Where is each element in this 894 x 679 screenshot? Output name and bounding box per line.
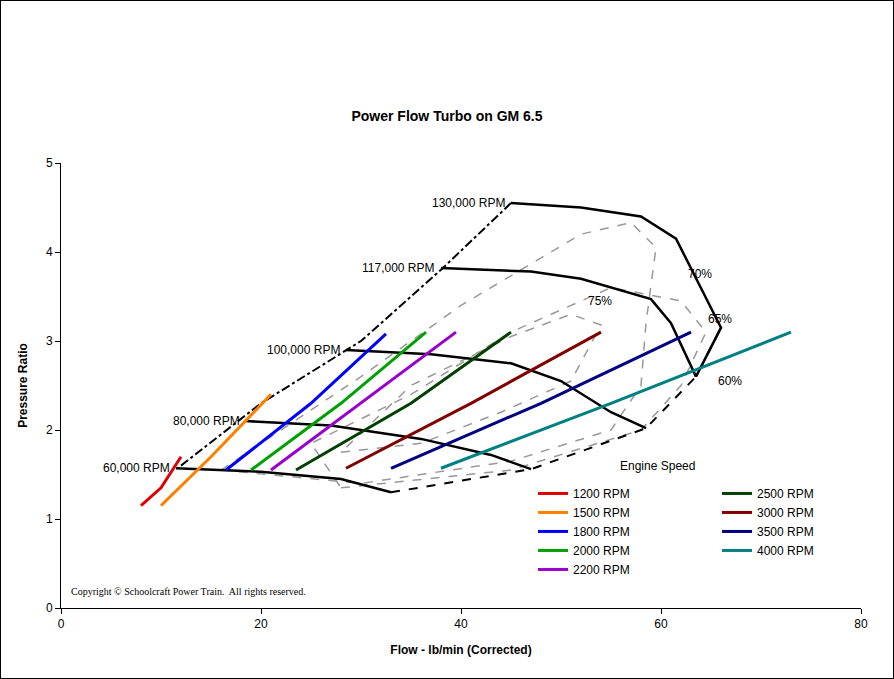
svg-text:4000 RPM: 4000 RPM xyxy=(757,544,814,558)
svg-text:80,000 RPM: 80,000 RPM xyxy=(173,414,240,428)
svg-text:1: 1 xyxy=(46,512,53,526)
svg-text:20: 20 xyxy=(254,617,268,631)
svg-text:130,000 RPM: 130,000 RPM xyxy=(432,196,505,210)
svg-text:60: 60 xyxy=(654,617,668,631)
svg-text:Power Flow Turbo on GM 6.5: Power Flow Turbo on GM 6.5 xyxy=(351,108,542,124)
svg-text:2000 RPM: 2000 RPM xyxy=(573,544,630,558)
svg-text:3000 RPM: 3000 RPM xyxy=(757,506,814,520)
svg-text:Flow - lb/min (Corrected): Flow - lb/min (Corrected) xyxy=(390,643,531,657)
svg-text:2: 2 xyxy=(46,423,53,437)
svg-text:1800 RPM: 1800 RPM xyxy=(573,525,630,539)
svg-text:4: 4 xyxy=(46,245,53,259)
svg-text:3: 3 xyxy=(46,334,53,348)
svg-text:1200 RPM: 1200 RPM xyxy=(573,487,630,501)
svg-text:1500 RPM: 1500 RPM xyxy=(573,506,630,520)
svg-text:Copyright © Schoolcraft Power: Copyright © Schoolcraft Power Train. All… xyxy=(71,586,306,597)
svg-text:2200 RPM: 2200 RPM xyxy=(573,563,630,577)
svg-text:65%: 65% xyxy=(708,312,732,326)
svg-text:2500 RPM: 2500 RPM xyxy=(757,487,814,501)
svg-text:Pressure Ratio: Pressure Ratio xyxy=(16,343,30,428)
svg-text:0: 0 xyxy=(46,601,53,615)
svg-text:Engine Speed: Engine Speed xyxy=(620,459,695,473)
svg-text:3500 RPM: 3500 RPM xyxy=(757,525,814,539)
svg-text:80: 80 xyxy=(854,617,868,631)
svg-text:40: 40 xyxy=(454,617,468,631)
svg-text:70%: 70% xyxy=(688,267,712,281)
svg-text:100,000 RPM: 100,000 RPM xyxy=(267,343,340,357)
svg-text:5: 5 xyxy=(46,156,53,170)
svg-text:0: 0 xyxy=(58,617,65,631)
svg-text:60,000 RPM: 60,000 RPM xyxy=(103,461,170,475)
svg-text:75%: 75% xyxy=(588,294,612,308)
svg-text:60%: 60% xyxy=(718,374,742,388)
svg-text:117,000 RPM: 117,000 RPM xyxy=(362,261,435,275)
